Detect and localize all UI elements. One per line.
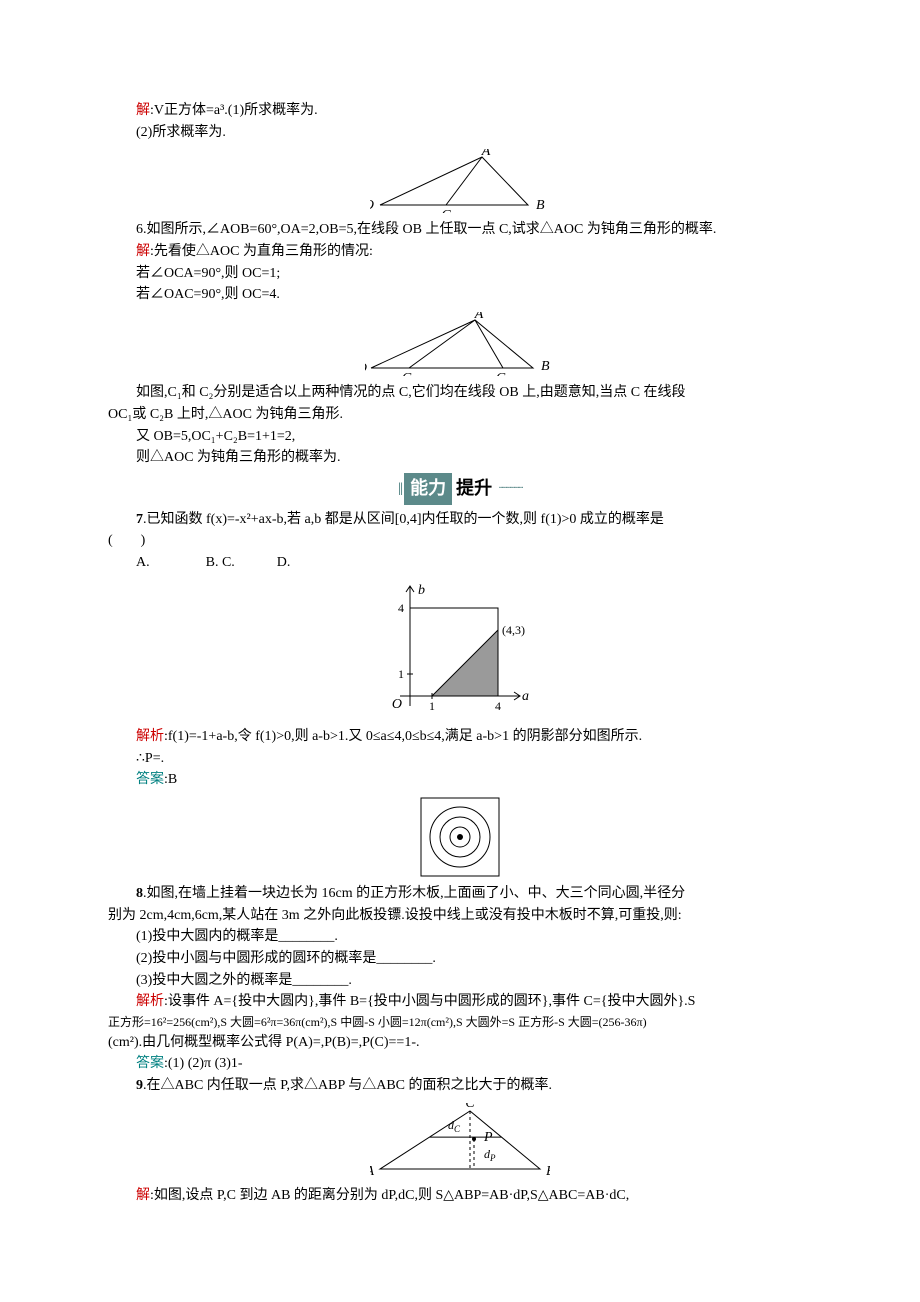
q7b-sol: 解析:f(1)=-1+a-b,令 f(1)>0,则 a-b>1.又 0≤a≤4,… bbox=[108, 726, 812, 748]
svg-text:B: B bbox=[541, 359, 550, 374]
q8-s2: (2)投中小圆与中圆形成的圆环的概率是________. bbox=[108, 948, 812, 970]
svg-text:1: 1 bbox=[429, 699, 435, 713]
q8-s3: (3)投中大圆之外的概率是________. bbox=[108, 970, 812, 992]
q6-sol-l3: 若∠OAC=90°,则 OC=4. bbox=[108, 284, 812, 306]
q7b-sol-text: :f(1)=-1+a-b,令 f(1)>0,则 a-b>1.又 0≤a≤4,0≤… bbox=[164, 729, 642, 744]
q8-s1: (1)投中大圆内的概率是________. bbox=[108, 926, 812, 948]
q6b-l4: 则△AOC 为钝角三角形的概率为. bbox=[108, 447, 812, 469]
triangle-oab-c1c2-diagram: O C1 C2 B A bbox=[365, 312, 555, 376]
banner-box: 能力 提升 bbox=[404, 473, 496, 505]
q7b-sol2: ∴P=. bbox=[108, 748, 812, 770]
q6-sol-l2: 若∠OCA=90°,则 OC=1; bbox=[108, 263, 812, 285]
q6-stem: 6.如图所示,∠AOB=60°,OA=2,OB=5,在线段 OB 上任取一点 C… bbox=[108, 219, 812, 241]
svg-text:a: a bbox=[522, 689, 529, 704]
coordinate-shaded-diagram: Ob a 1 4 1 4 (4,3) bbox=[380, 580, 540, 720]
section-banner: || 能力 提升 ·················· bbox=[108, 473, 812, 505]
q6b-l3: 又 OB=5,OC₁+C₂B=1+1=2, bbox=[108, 426, 812, 448]
q8-ana3: (cm²).由几何概型概率公式得 P(A)=,P(B)=,P(C)==1-. bbox=[108, 1032, 812, 1054]
q8-ans: 答案:(1) (2)π (3)1- bbox=[108, 1053, 812, 1075]
q8-ana2: 正方形=16²=256(cm²),S 大圆=6²π=36π(cm²),S 中圆-… bbox=[108, 1013, 812, 1032]
q8-ans-text: :(1) (2)π (3)1- bbox=[164, 1056, 243, 1071]
triangle-abc-p-diagram: A B C PdC dP bbox=[370, 1103, 550, 1179]
svg-text:dP: dP bbox=[484, 1147, 496, 1163]
q8-l2: 别为 2cm,4cm,6cm,某人站在 3m 之外向此板投镖.设投中线上或没有投… bbox=[108, 905, 812, 927]
q8-num: 8 bbox=[136, 886, 143, 901]
q9b-sol: 解:如图,设点 P,C 到边 AB 的距离分别为 dP,dC,则 S△ABP=A… bbox=[108, 1185, 812, 1207]
q9-stem: 9.在△ABC 内任取一点 P,求△ABP 与△ABC 的面积之比大于的概率. bbox=[108, 1075, 812, 1097]
svg-text:O: O bbox=[370, 198, 374, 213]
q7b-ans: 答案:B bbox=[108, 769, 812, 791]
svg-text:4: 4 bbox=[398, 601, 404, 615]
label-analysis: 解析 bbox=[136, 729, 164, 744]
svg-text:A: A bbox=[474, 312, 484, 322]
q8-ana1-text: :设事件 A={投中大圆内},事件 B={投中小圆与中圆形成的圆环},事件 C=… bbox=[164, 994, 695, 1009]
q8-ana1: 解析:设事件 A={投中大圆内},事件 B={投中小圆与中圆形成的圆环},事件 … bbox=[108, 991, 812, 1013]
q7b-ans-text: :B bbox=[164, 772, 177, 787]
q7-num: 7 bbox=[136, 512, 143, 527]
q9b-sol-text: :如图,设点 P,C 到边 AB 的距离分别为 dP,dC,则 S△ABP=AB… bbox=[150, 1188, 629, 1203]
svg-text:O: O bbox=[365, 361, 367, 376]
label-solution: 解 bbox=[136, 1188, 150, 1203]
svg-text:1: 1 bbox=[398, 667, 404, 681]
svg-text:C1: C1 bbox=[402, 371, 416, 376]
q6b-l2: OC₁或 C₂B 上时,△AOC 为钝角三角形. bbox=[108, 404, 812, 426]
q7-stem-l1: 7.已知函数 f(x)=-x²+ax-b,若 a,b 都是从区间[0,4]内任取… bbox=[108, 509, 812, 531]
label-answer: 答案 bbox=[136, 1056, 164, 1071]
q7-stem-l2: ( ) bbox=[108, 530, 812, 552]
triangle-oab-diagram: O C B A bbox=[370, 149, 550, 213]
svg-text:C: C bbox=[441, 208, 451, 213]
svg-text:dC: dC bbox=[448, 1118, 461, 1134]
q7-options: A. B. C. D. bbox=[108, 552, 812, 574]
q6-sol-l1: 解:先看使△AOC 为直角三角形的情况: bbox=[108, 241, 812, 263]
svg-text:B: B bbox=[546, 1164, 550, 1179]
svg-text:A: A bbox=[370, 1164, 374, 1179]
svg-text:C2: C2 bbox=[496, 371, 510, 376]
svg-text:P: P bbox=[483, 1130, 493, 1145]
label-analysis: 解析 bbox=[136, 994, 164, 1009]
svg-text:A: A bbox=[481, 149, 491, 159]
banner-left: 能力 bbox=[404, 473, 452, 505]
svg-text:b: b bbox=[418, 583, 425, 598]
q6-sol-text1: :先看使△AOC 为直角三角形的情况: bbox=[150, 244, 373, 259]
label-answer: 答案 bbox=[136, 772, 164, 787]
q9-text: .在△ABC 内任取一点 P,求△ABP 与△ABC 的面积之比大于的概率. bbox=[143, 1078, 552, 1093]
banner-bars-icon: || bbox=[398, 478, 402, 500]
concentric-circles-diagram bbox=[420, 797, 500, 877]
label-solution: 解 bbox=[136, 244, 150, 259]
top-solution-line2: (2)所求概率为. bbox=[108, 122, 812, 144]
svg-text:O: O bbox=[392, 697, 402, 712]
q6b-l1: 如图,C₁和 C₂分别是适合以上两种情况的点 C,它们均在线段 OB 上,由题意… bbox=[108, 382, 812, 404]
banner-dots-icon: ·················· bbox=[498, 481, 522, 497]
q8-l1-text: .如图,在墙上挂着一块边长为 16cm 的正方形木板,上面画了小、中、大三个同心… bbox=[143, 886, 685, 901]
q8-l1: 8.如图,在墙上挂着一块边长为 16cm 的正方形木板,上面画了小、中、大三个同… bbox=[108, 883, 812, 905]
q7-text: .已知函数 f(x)=-x²+ax-b,若 a,b 都是从区间[0,4]内任取的… bbox=[143, 512, 664, 527]
top-solution-line1: 解:V正方体=a³.(1)所求概率为. bbox=[108, 100, 812, 122]
svg-text:B: B bbox=[536, 198, 545, 213]
top-s1-text: :V正方体=a³.(1)所求概率为. bbox=[150, 103, 318, 118]
label-solution: 解 bbox=[136, 103, 150, 118]
svg-text:C: C bbox=[465, 1103, 475, 1111]
svg-text:(4,3): (4,3) bbox=[502, 623, 525, 637]
svg-text:4: 4 bbox=[495, 699, 501, 713]
q9-num: 9 bbox=[136, 1078, 143, 1093]
banner-right: 提升 bbox=[452, 473, 496, 505]
